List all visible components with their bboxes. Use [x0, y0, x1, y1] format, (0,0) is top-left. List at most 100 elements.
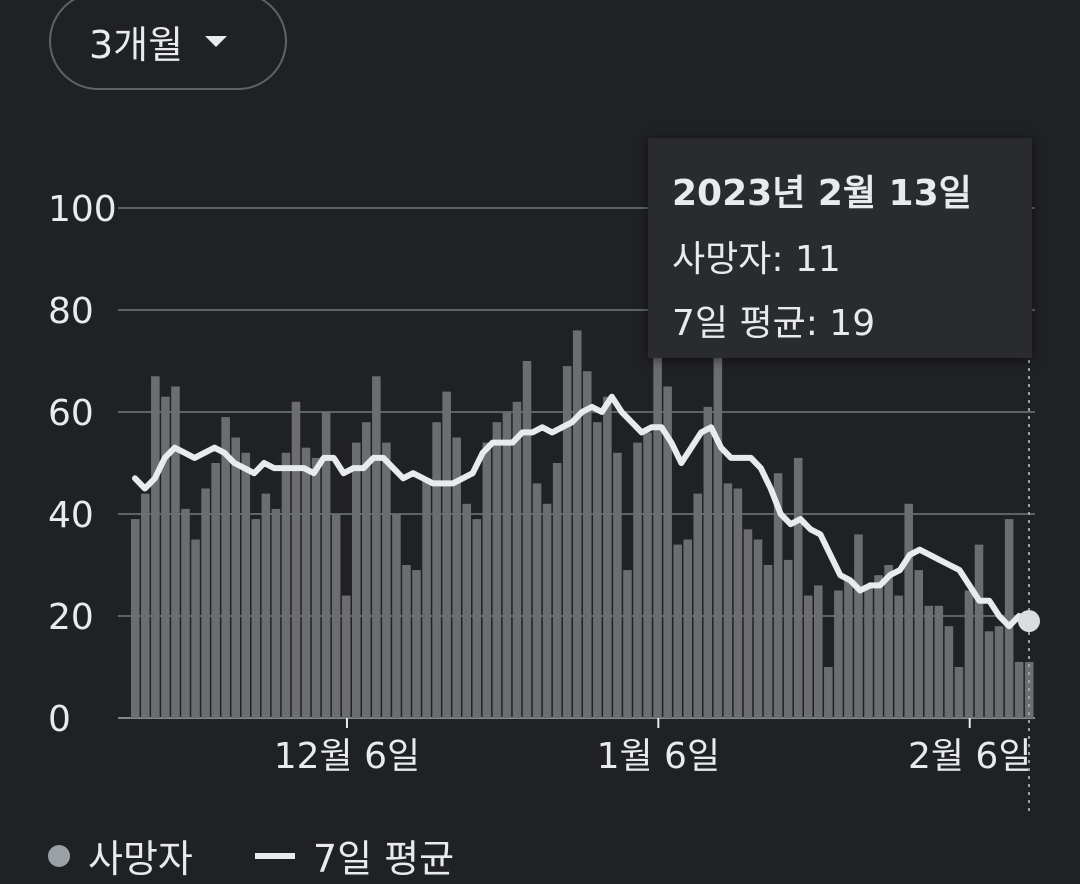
deaths-bar: [603, 396, 612, 718]
deaths-bar: [753, 539, 763, 718]
deaths-bar: [552, 463, 562, 718]
deaths-bar: [944, 626, 954, 718]
deaths-bar: [683, 539, 692, 718]
deaths-bar: [562, 366, 572, 718]
deaths-bar: [663, 386, 672, 718]
dropdown-arrow-icon: [205, 35, 228, 47]
y-tick-label: 20: [48, 597, 94, 638]
deaths-bar: [181, 508, 190, 718]
deaths-bar: [422, 478, 431, 718]
deaths-bar: [924, 605, 934, 718]
deaths-bar: [492, 422, 502, 718]
deaths-bar: [241, 452, 251, 718]
deaths-bar: [532, 483, 542, 718]
y-tick-label: 80: [48, 291, 94, 332]
deaths-bar: [763, 565, 773, 718]
deaths-bar: [432, 422, 441, 718]
deaths-legend-dot-icon: [48, 844, 70, 867]
deaths-bar: [351, 442, 361, 718]
deaths-bar: [452, 437, 461, 718]
chart-tooltip: 2023년 2월 13일 사망자: 11 7일 평균: 19: [648, 138, 1032, 358]
average-line-end-point: [1018, 610, 1040, 633]
deaths-bar: [141, 493, 150, 718]
deaths-bar: [191, 539, 200, 718]
deaths-bar: [894, 595, 903, 718]
x-tick-label: 1월 6일: [597, 736, 721, 777]
deaths-bar: [733, 488, 743, 718]
deaths-bar: [412, 570, 421, 718]
deaths-bar: [151, 376, 160, 718]
deaths-bar: [171, 386, 180, 718]
deaths-bar: [633, 442, 642, 718]
deaths-bar: [502, 412, 512, 718]
deaths-bar: [583, 371, 592, 718]
average-legend-line-icon: [254, 852, 295, 859]
deaths-bar: [814, 585, 823, 718]
deaths-bar: [974, 544, 984, 718]
deaths-bar: [392, 514, 401, 718]
deaths-bar: [362, 422, 371, 718]
deaths-bar: [613, 452, 622, 718]
deaths-bar: [854, 534, 863, 718]
deaths-bar: [512, 401, 522, 718]
deaths-bar: [231, 437, 240, 718]
deaths-bar: [271, 508, 281, 718]
deaths-bar: [623, 570, 632, 718]
deaths-bar: [824, 667, 833, 718]
deaths-bar: [904, 503, 913, 718]
deaths-bar: [793, 457, 803, 718]
deaths-bar: [542, 503, 552, 718]
deaths-bar: [291, 401, 301, 718]
deaths-bar: [281, 452, 291, 718]
deaths-bar: [472, 519, 482, 718]
deaths-bar: [783, 559, 793, 718]
deaths-bar: [572, 330, 582, 718]
legend-deaths-label: 사망자: [88, 837, 193, 881]
deaths-bar: [131, 519, 140, 718]
deaths-bar: [803, 595, 813, 718]
y-tick-label: 60: [48, 393, 94, 434]
deaths-bar: [341, 595, 351, 718]
deaths-bar: [442, 391, 451, 718]
deaths-bar: [402, 565, 411, 718]
deaths-bar: [994, 626, 1004, 718]
range-selector-button[interactable]: 3개월: [49, 0, 287, 90]
deaths-bar: [743, 529, 753, 718]
x-tick-label: 2월 6일: [908, 736, 1032, 777]
deaths-bar: [884, 565, 893, 718]
deaths-bar: [653, 335, 662, 718]
deaths-bar: [221, 417, 230, 718]
deaths-bar: [834, 590, 843, 718]
tooltip-date: 2023년 2월 13일: [672, 173, 972, 214]
deaths-bar: [382, 442, 391, 718]
deaths-bar: [593, 422, 602, 718]
deaths-bar: [934, 605, 944, 718]
deaths-bar: [161, 396, 170, 718]
deaths-bar: [522, 361, 532, 718]
deaths-bar: [914, 570, 924, 718]
deaths-bar: [844, 580, 853, 718]
range-selector-label: 3개월: [89, 22, 184, 67]
deaths-bar: [954, 667, 964, 718]
tooltip-average: 7일 평균: 19: [672, 303, 876, 344]
legend-average-label: 7일 평균: [312, 837, 455, 881]
deaths-bar: [321, 412, 331, 718]
deaths-bar: [643, 432, 652, 718]
y-tick-label: 100: [48, 189, 117, 230]
deaths-bar: [673, 544, 682, 718]
deaths-bar: [261, 493, 271, 718]
deaths-bar: [462, 503, 472, 718]
deaths-bar: [482, 442, 492, 718]
deaths-bar: [713, 350, 723, 718]
deaths-bar: [301, 447, 311, 718]
deaths-bar: [311, 457, 321, 718]
deaths-bar: [703, 406, 713, 718]
deaths-bar: [211, 463, 220, 718]
y-tick-label: 0: [48, 699, 71, 740]
deaths-bar: [201, 488, 210, 718]
chart-legend: 사망자 7일 평균: [48, 828, 454, 883]
deaths-bar: [773, 473, 783, 718]
deaths-bar: [331, 514, 341, 718]
deaths-bar: [1014, 661, 1024, 718]
